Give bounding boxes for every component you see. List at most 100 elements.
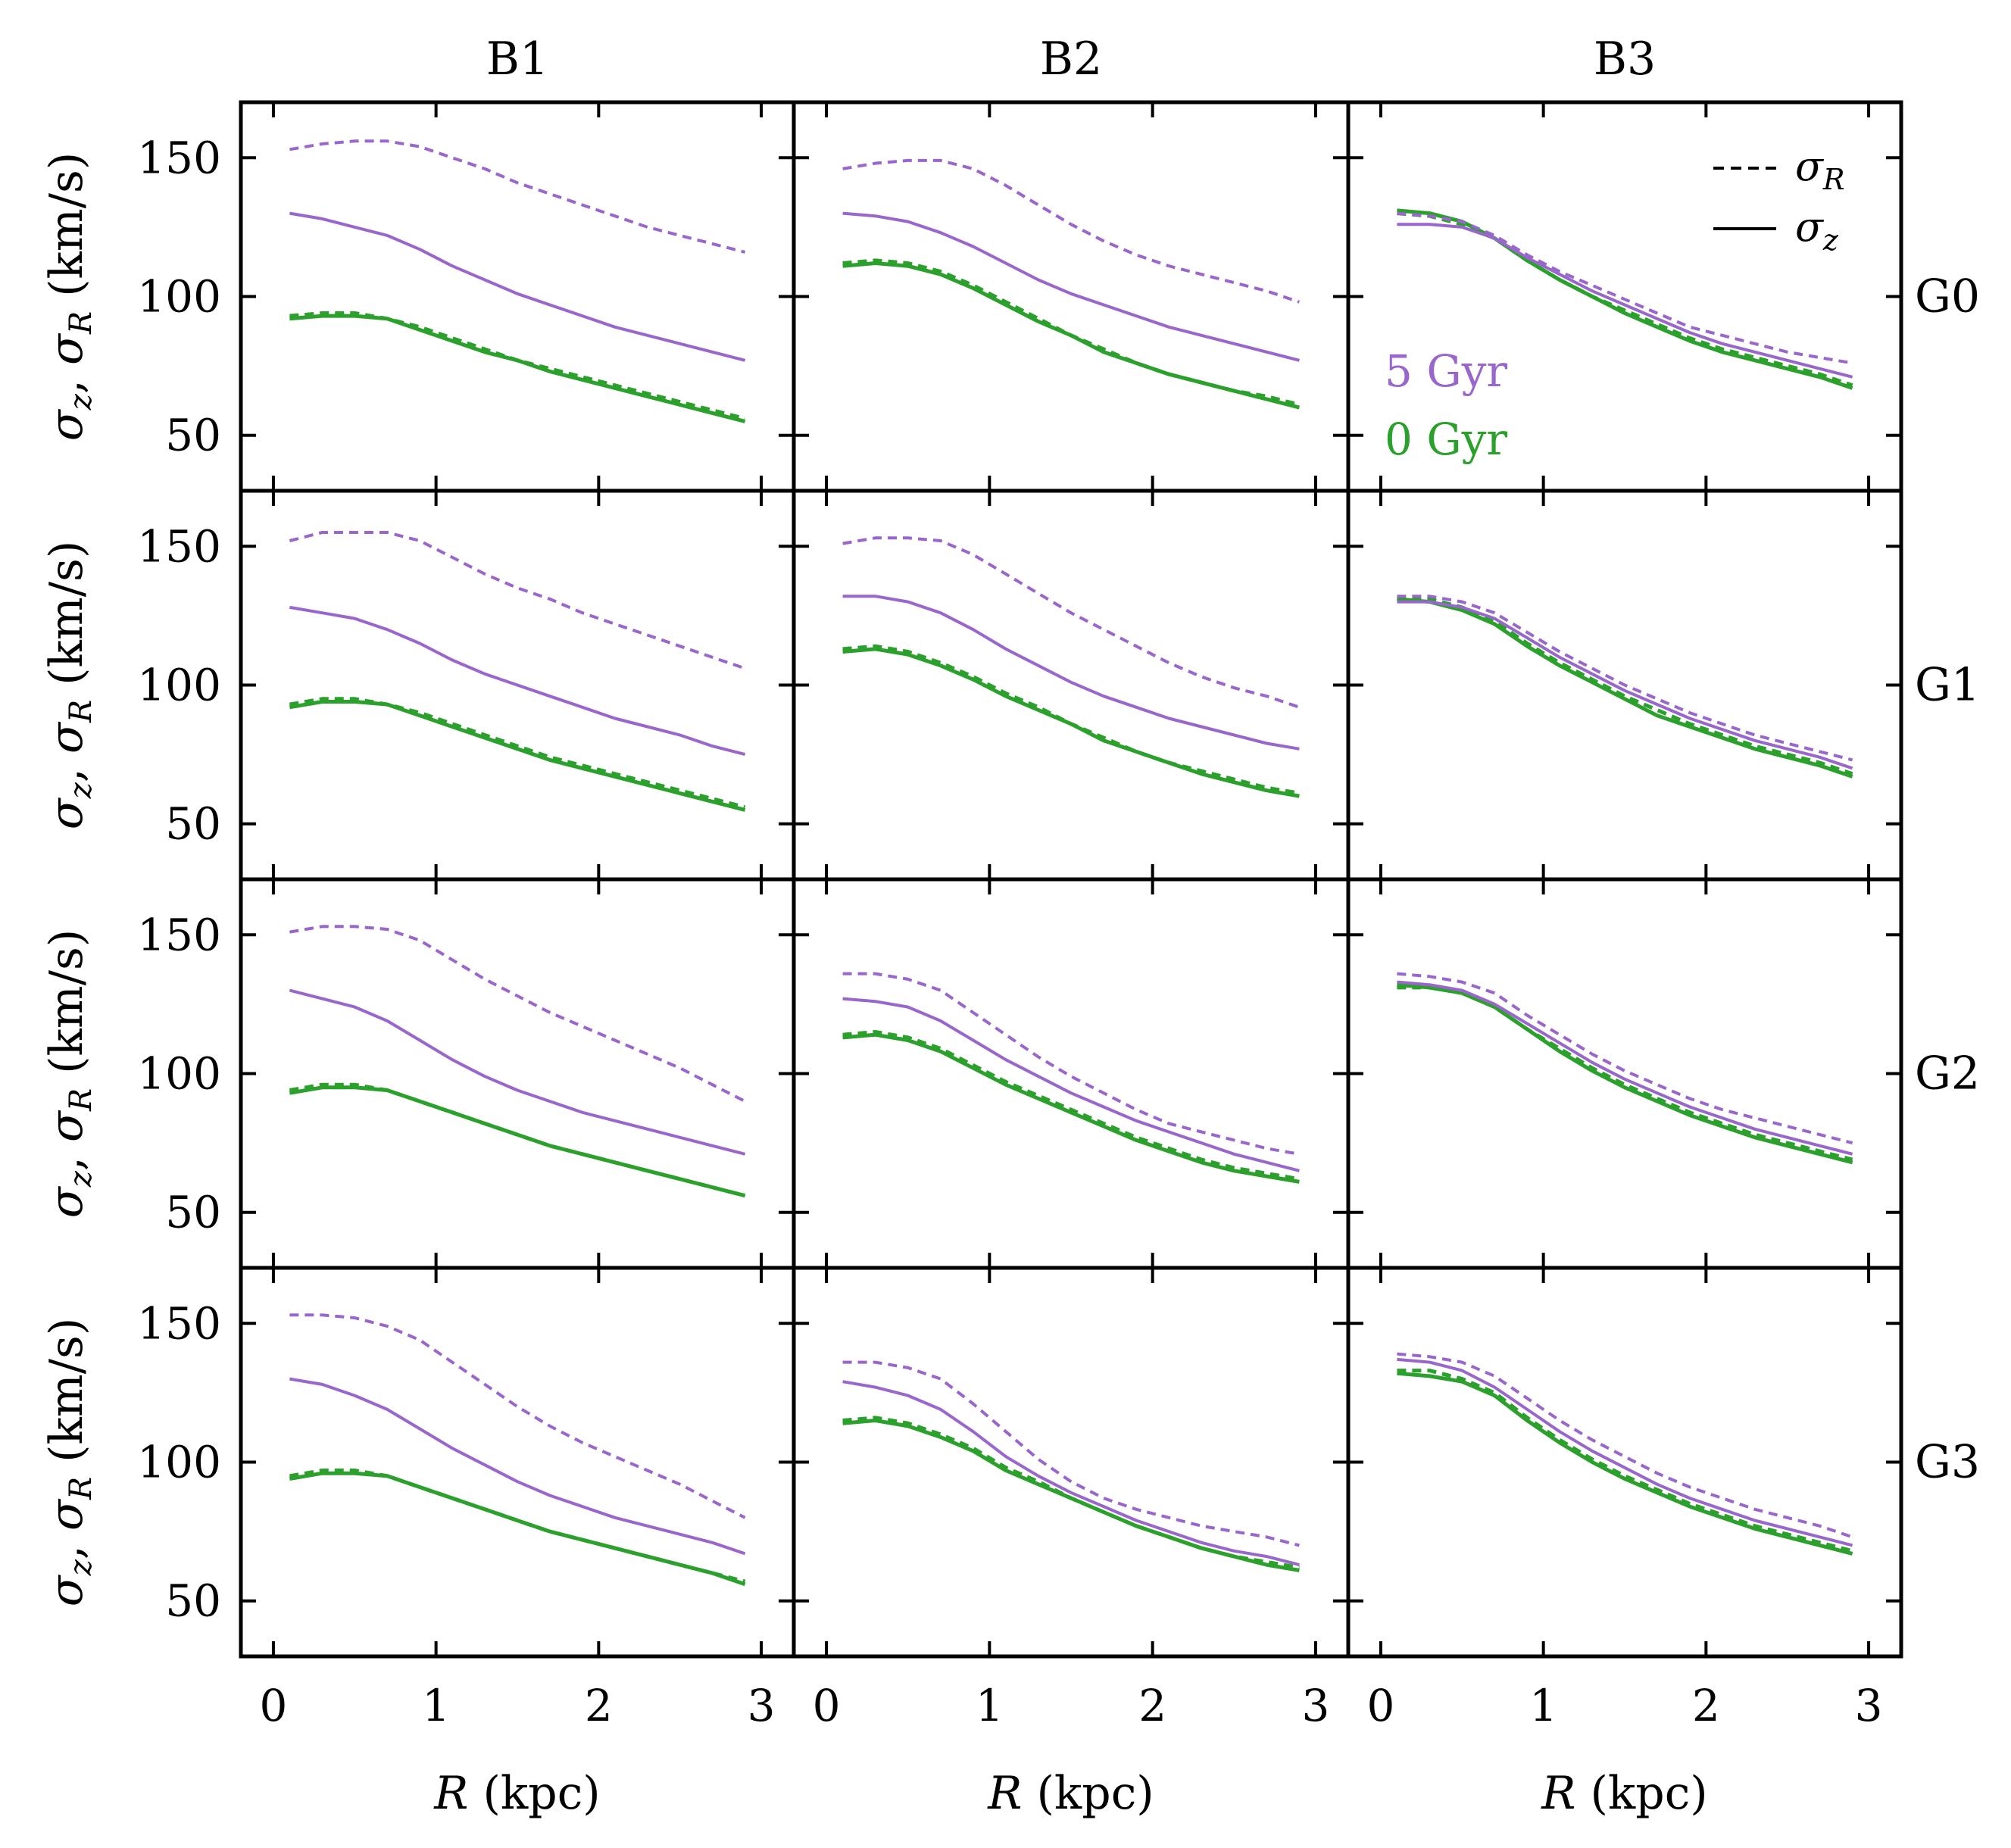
panel-g0-b1	[239, 100, 796, 493]
x-axis-label: R (kpc)	[987, 1767, 1154, 1820]
panel-frame	[1346, 877, 1903, 1270]
y-tick-label: 150	[137, 1297, 221, 1349]
panel-g2-b3	[1346, 877, 1903, 1270]
y-tick-label: 100	[137, 271, 221, 323]
y-tick-label: 50	[165, 1187, 221, 1238]
panel-g0-b2	[792, 100, 1351, 493]
x-tick-label: 2	[1138, 1680, 1166, 1731]
series-line-s5R	[289, 139, 746, 254]
panel-g3-b1	[239, 1266, 796, 1659]
y-tick-label: 50	[165, 410, 221, 461]
series-line-s0z	[842, 1032, 1300, 1184]
series-line-s0R	[842, 1416, 1300, 1570]
x-tick-label: 0	[259, 1680, 287, 1731]
series-line-s0R	[842, 1030, 1300, 1182]
series-line-s5z	[842, 1380, 1300, 1567]
x-tick-label: 0	[813, 1680, 841, 1731]
y-tick-label: 150	[137, 132, 221, 183]
panel-frame	[239, 877, 796, 1270]
series-line-s5R	[842, 972, 1300, 1156]
y-tick-label: 50	[165, 798, 221, 850]
panel-g3-b2	[792, 1266, 1351, 1659]
series-line-s0R	[1397, 1369, 1853, 1553]
legend-entry-label: σR	[1795, 142, 1845, 196]
x-tick-label: 3	[1855, 1680, 1883, 1731]
series-line-s0R	[842, 644, 1300, 795]
panel-g2-b2	[792, 877, 1351, 1270]
series-line-s5z	[1397, 980, 1853, 1156]
series-line-s0z	[1397, 1371, 1853, 1556]
series-line-s5R	[842, 1360, 1300, 1547]
age-label: 0 Gyr	[1385, 414, 1507, 465]
y-axis-label: σz, σR (km/s)	[40, 541, 98, 829]
series-line-s0R	[289, 697, 746, 810]
series-line-s5R	[289, 1313, 746, 1519]
series-line-s0z	[1397, 597, 1853, 779]
row-label: G2	[1915, 1047, 1980, 1100]
panels-layer	[239, 100, 1903, 1659]
series-line-s5z	[842, 211, 1300, 362]
series-line-s5z	[1397, 1357, 1853, 1547]
series-line-s5R	[289, 531, 746, 670]
y-tick-label: 150	[137, 909, 221, 960]
series-line-s0z	[842, 1419, 1300, 1572]
panel-frame	[792, 100, 1351, 493]
panel-frame	[792, 1266, 1351, 1659]
y-tick-label: 100	[137, 1048, 221, 1100]
y-tick-label: 100	[137, 1437, 221, 1488]
series-line-s0R	[1397, 211, 1853, 388]
series-line-s5z	[289, 1377, 746, 1556]
y-axis-label: σz, σR (km/s)	[40, 1318, 98, 1606]
series-line-s5z	[289, 211, 746, 362]
series-line-s0R	[289, 1082, 746, 1198]
series-line-s0z	[289, 700, 746, 812]
column-title: B1	[486, 33, 548, 86]
series-line-s5z	[1397, 223, 1853, 379]
series-line-s5z	[1397, 600, 1853, 770]
x-axis-label: R (kpc)	[433, 1767, 600, 1820]
column-title: B3	[1594, 33, 1656, 86]
panel-g1-b1	[239, 489, 796, 882]
y-tick-label: 100	[137, 660, 221, 711]
panel-frame	[792, 489, 1351, 882]
panel-g2-b1	[239, 877, 796, 1270]
series-line-s5R	[1397, 972, 1853, 1145]
column-title: B2	[1040, 33, 1102, 86]
x-tick-label: 1	[422, 1680, 450, 1731]
series-line-s0R	[289, 1469, 746, 1584]
series-line-s5R	[289, 925, 746, 1103]
labels-layer: B1 B2 B3G0G1G2G350100150501001505010015050…	[40, 33, 1980, 1820]
x-tick-label: 0	[1366, 1680, 1394, 1731]
series-line-s5z	[289, 605, 746, 757]
row-label: G3	[1915, 1436, 1980, 1489]
age-label: 5 Gyr	[1385, 345, 1507, 397]
panel-frame	[239, 1266, 796, 1659]
series-line-s5z	[842, 595, 1300, 751]
panel-g0-b3	[1346, 100, 1903, 493]
panel-frame	[792, 877, 1351, 1270]
x-axis-label: R (kpc)	[1541, 1767, 1707, 1820]
row-label: G0	[1915, 270, 1980, 323]
x-tick-label: 3	[1301, 1680, 1329, 1731]
x-tick-label: 3	[748, 1680, 776, 1731]
series-line-s5z	[842, 997, 1300, 1172]
series-line-s0z	[289, 314, 746, 423]
series-line-s5z	[289, 988, 746, 1156]
y-tick-label: 50	[165, 1575, 221, 1627]
panel-g3-b3	[1346, 1266, 1903, 1659]
series-line-s0R	[289, 311, 746, 421]
series-line-s0R	[1397, 985, 1853, 1162]
panel-g1-b2	[792, 489, 1351, 882]
series-line-s5R	[1397, 211, 1853, 365]
series-line-s5R	[1397, 595, 1853, 762]
series-line-s0z	[289, 1471, 746, 1587]
legend-entry-label: σz	[1795, 203, 1839, 257]
series-line-s5R	[842, 158, 1301, 304]
x-tick-label: 1	[976, 1680, 1004, 1731]
series-line-s0R	[842, 258, 1301, 407]
x-tick-label: 1	[1529, 1680, 1557, 1731]
panel-frame	[1346, 1266, 1903, 1659]
panel-g1-b3	[1346, 489, 1903, 882]
panel-frame	[239, 100, 796, 493]
